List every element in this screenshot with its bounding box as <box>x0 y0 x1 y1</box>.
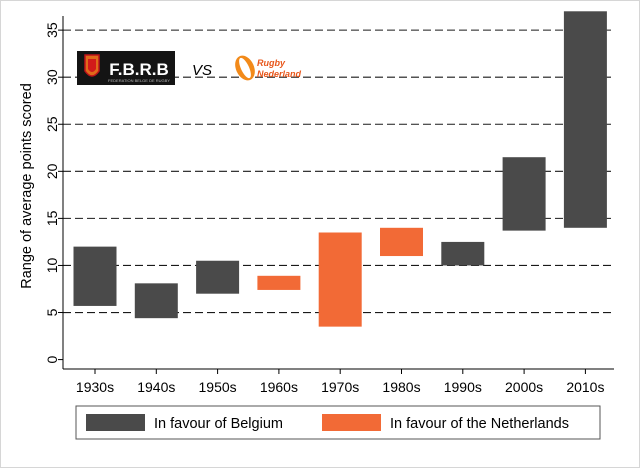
x-tick-label: 1940s <box>137 379 175 395</box>
x-tick-label: 1980s <box>382 379 420 395</box>
fbrb-logo-text: F.B.R.B <box>109 60 169 79</box>
fbrb-logo: F.B.R.B FEDERATION BELGE DE RUGBY <box>77 51 175 85</box>
x-tick-label: 2010s <box>566 379 604 395</box>
range-bar-2010s <box>563 11 607 228</box>
legend-label-netherlands: In favour of the Netherlands <box>390 416 569 432</box>
range-bars <box>73 11 607 327</box>
fbrb-logo-subtext: FEDERATION BELGE DE RUGBY <box>108 78 170 83</box>
axes <box>58 16 614 374</box>
y-tick-label: 20 <box>44 163 60 179</box>
legend-swatch-netherlands <box>322 414 381 431</box>
x-tick-label: 1950s <box>199 379 237 395</box>
y-tick-label: 25 <box>44 116 60 132</box>
x-tick-label: 2000s <box>505 379 543 395</box>
rugby-nederland-logo-line1: Rugby <box>257 58 286 68</box>
range-bar-1990s <box>441 241 485 266</box>
range-bar-2000s <box>502 157 546 231</box>
legend-swatch-belgium <box>86 414 145 431</box>
range-bar-1930s <box>73 246 117 306</box>
y-tick-label: 0 <box>44 355 60 363</box>
range-bar-1960s <box>257 275 301 290</box>
x-tick-labels: 1930s 1940s 1950s 1960s 1970s 1980s 1990s 2000s… <box>76 379 605 395</box>
y-tick-label: 30 <box>44 69 60 85</box>
range-bar-1980s <box>380 227 423 257</box>
x-tick-label: 1970s <box>321 379 359 395</box>
y-tick-labels: 0 5 10 15 20 25 30 35 <box>44 22 60 363</box>
x-tick-label: 1990s <box>444 379 482 395</box>
range-bar-1970s <box>318 232 362 327</box>
versus-text: VS <box>192 62 212 79</box>
rugby-nederland-logo-line2: Nederland <box>257 69 302 79</box>
legend-label-belgium: In favour of Belgium <box>154 416 283 432</box>
y-tick-label: 5 <box>44 308 60 316</box>
range-bar-1940s <box>134 283 178 319</box>
y-tick-label: 15 <box>44 210 60 226</box>
y-tick-label: 35 <box>44 22 60 38</box>
rugby-nederland-logo: Rugby Nederland <box>235 55 302 81</box>
y-tick-label: 10 <box>44 257 60 273</box>
y-axis-label: Range of average points scored <box>19 83 35 289</box>
legend: In favour of Belgium In favour of the Ne… <box>75 405 601 440</box>
range-bar-1950s <box>196 260 240 294</box>
x-tick-label: 1960s <box>260 379 298 395</box>
x-tick-label: 1930s <box>76 379 114 395</box>
